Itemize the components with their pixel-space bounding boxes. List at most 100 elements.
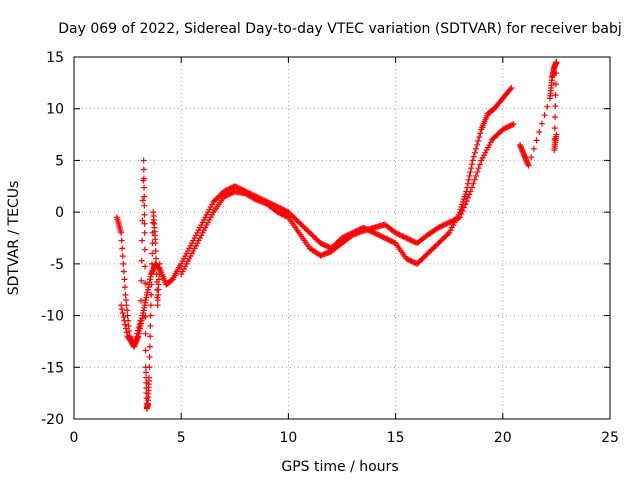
data-point [503,124,510,131]
data-point [392,229,399,236]
data-point [454,215,461,222]
data-point [142,297,149,304]
axis-ticks: 0 5 10 15 20 25 -20 -15 -10 -5 0 5 10 15 [41,50,619,446]
data-point [447,218,454,225]
data-point [118,237,125,244]
data-point [438,223,445,230]
data-point [276,204,283,211]
data-point [508,85,515,92]
data-point [384,236,391,243]
data-point [395,231,402,238]
data-point [136,320,143,327]
data-point [137,297,144,304]
x-axis-label: GPS time / hours [281,459,398,475]
data-point [471,176,478,183]
grid [74,57,610,419]
data-point [134,330,141,337]
data-point [373,231,380,238]
data-series [118,157,163,412]
data-point [141,246,148,253]
data-point [146,353,153,360]
x-tick-label: 0 [70,430,79,446]
y-tick-label: -5 [50,257,64,273]
data-point [152,240,159,247]
data-point [121,284,128,291]
data-point [412,260,419,267]
data-point [156,266,163,273]
data-point [528,154,535,161]
data-point [142,263,149,270]
data-point [377,233,384,240]
data-point [469,157,476,164]
data-point [468,161,475,168]
data-point [147,322,154,329]
data-point [120,268,127,275]
data-point [142,330,149,337]
data-point [468,165,475,172]
data-point [505,123,512,130]
data-point [141,211,148,218]
data-point [142,369,149,376]
data-point [460,204,467,211]
data-point [156,271,163,278]
x-tick-label: 15 [387,430,405,446]
data-point [401,234,408,241]
data-point [119,245,126,252]
data-point [227,185,234,192]
data-point [135,327,142,334]
data-point [476,134,483,141]
data-point [280,211,287,218]
data-point [467,188,474,195]
data-point [451,216,458,223]
data-point [410,258,417,265]
data-point [459,207,466,214]
data-point [406,236,412,243]
x-tick-label: 25 [601,430,619,446]
data-point [282,207,289,214]
data-point [119,309,126,316]
y-tick-label: 0 [55,205,64,221]
data-point [148,291,155,298]
data-point [473,172,479,179]
data-point [339,235,345,241]
data-point [123,329,130,336]
data-point [544,103,551,110]
data-point [142,347,149,354]
x-tick-label: 20 [494,430,512,446]
y-tick-label: -20 [41,412,64,428]
data-point [122,321,129,328]
data-point [466,172,473,179]
y-tick-label: -10 [41,309,64,325]
data-point [475,138,482,145]
data-point [442,221,449,228]
data-point [553,131,560,138]
data-point [153,255,160,262]
data-point [475,165,482,172]
data-point [474,169,481,176]
data-point [552,114,559,121]
data-point [274,209,281,216]
data-point [225,191,232,198]
data-point [465,176,472,183]
data-point [147,333,154,340]
data-point [552,103,559,110]
data-point [225,186,232,193]
data-point [399,233,406,240]
data-point [146,374,153,381]
data-point [446,219,453,226]
data-point [124,307,131,314]
data-point [274,203,281,210]
data-point [371,229,378,236]
data-point [552,81,559,88]
data-point [231,183,238,190]
data-point [397,232,404,239]
data-point [148,260,155,267]
plot-frame [73,56,611,420]
data-point [502,125,509,132]
data-point [375,231,382,238]
data-point [122,291,129,298]
data-point [536,128,543,135]
data-point [226,185,233,192]
data-point [317,240,324,247]
x-tick-label: 10 [279,430,297,446]
